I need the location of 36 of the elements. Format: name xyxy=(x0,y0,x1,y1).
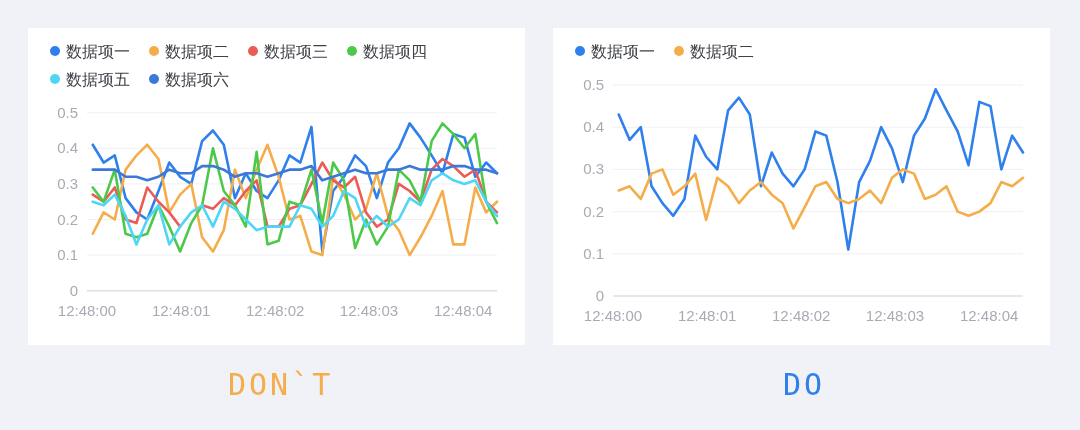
legend-label: 数据项三 xyxy=(264,43,328,60)
y-tick-label: 0.4 xyxy=(583,118,604,136)
y-tick-label: 0.2 xyxy=(57,210,78,228)
legend-label: 数据项二 xyxy=(165,43,229,60)
x-tick-label: 12:48:03 xyxy=(339,301,399,319)
y-tick-label: 0.3 xyxy=(57,174,78,192)
legend-label: 数据项六 xyxy=(165,71,229,88)
y-tick-label: 0.5 xyxy=(57,103,78,121)
line-series xyxy=(91,164,499,182)
legend-label: 数据项四 xyxy=(363,43,427,60)
x-tick-label: 12:48:01 xyxy=(151,301,211,319)
y-tick-label: 0.3 xyxy=(583,160,604,178)
y-tick-label: 0.5 xyxy=(583,76,604,93)
line-series xyxy=(617,87,1025,251)
legend-label: 数据项一 xyxy=(591,43,655,60)
x-tick-label: 12:48:00 xyxy=(583,307,643,324)
text: DON`T xyxy=(228,367,334,402)
legend-label: 数据项五 xyxy=(66,71,130,88)
y-tick-label: 0.1 xyxy=(583,244,604,262)
y-tick-label: 0 xyxy=(69,281,78,299)
x-tick-label: 12:48:03 xyxy=(865,307,925,324)
x-tick-label: 12:48:01 xyxy=(677,307,737,324)
legend-label: 数据项二 xyxy=(690,43,754,60)
line-series xyxy=(91,171,499,246)
line-series xyxy=(617,168,1025,230)
y-tick-label: 0.1 xyxy=(57,246,78,264)
legend-label: 数据项一 xyxy=(66,43,130,60)
y-tick-label: 0 xyxy=(595,287,604,304)
text: DO xyxy=(783,367,826,402)
x-tick-label: 12:48:02 xyxy=(772,307,831,324)
x-tick-label: 12:48:04 xyxy=(433,301,493,319)
x-tick-label: 12:48:02 xyxy=(246,301,305,319)
y-tick-label: 0.2 xyxy=(583,202,604,220)
x-tick-label: 12:48:00 xyxy=(57,301,117,319)
x-tick-label: 12:48:04 xyxy=(959,307,1019,324)
y-tick-label: 0.4 xyxy=(57,139,78,157)
